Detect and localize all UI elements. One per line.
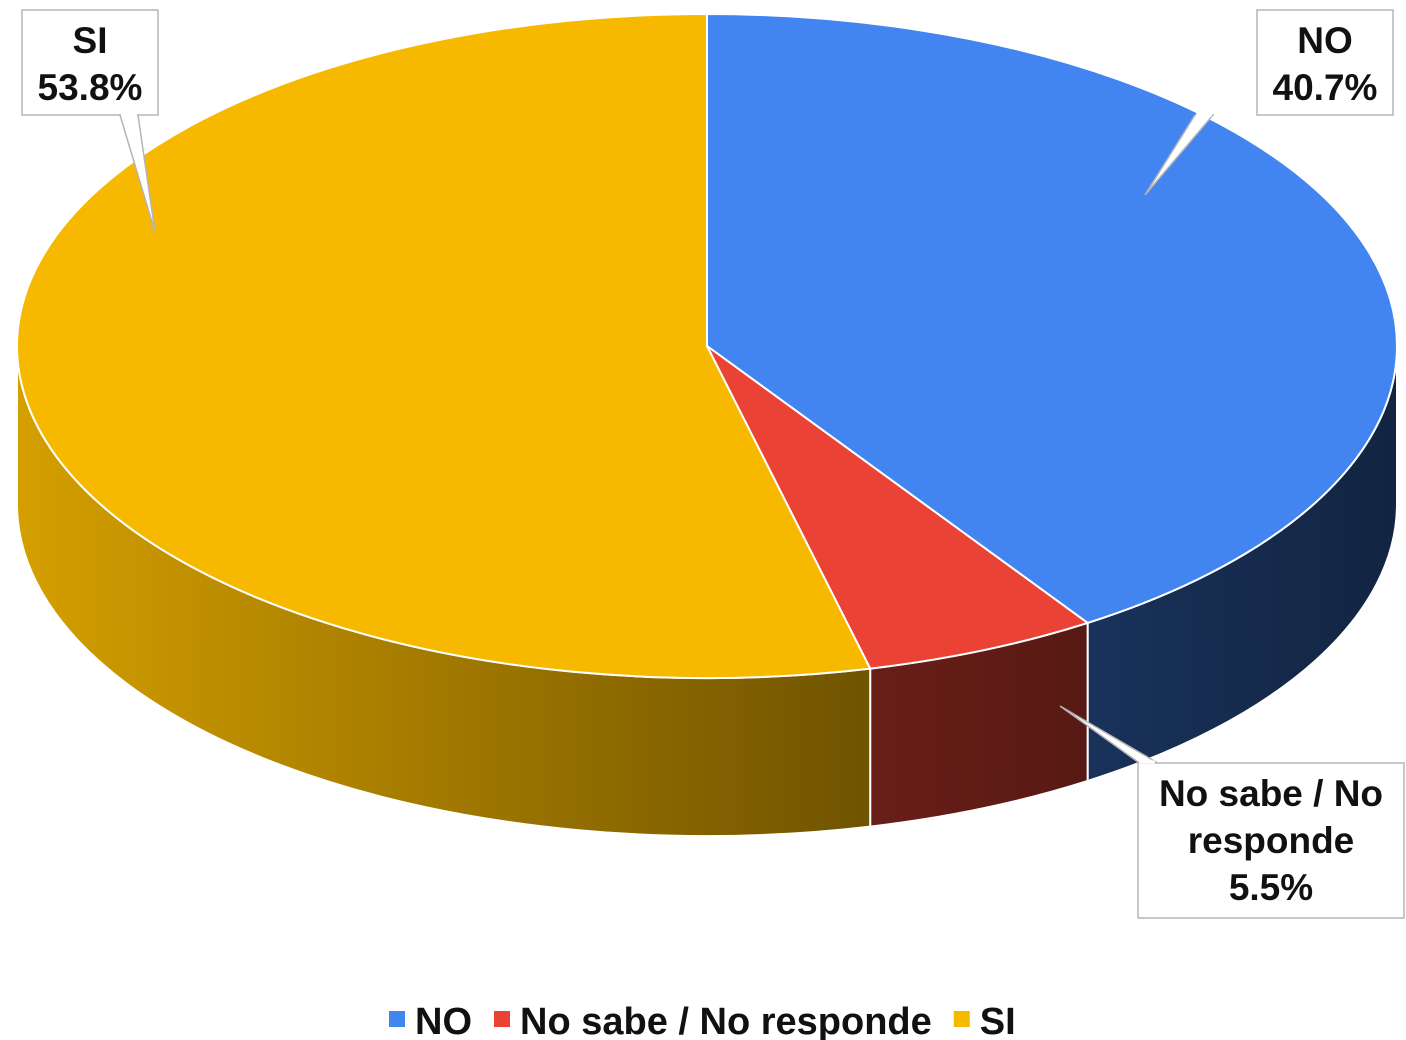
pie-slice-si — [16, 12, 872, 679]
legend-item-no: NO — [389, 1001, 472, 1040]
data-label-category: No sabe / No — [1159, 773, 1383, 814]
legend-label: NO — [415, 1001, 472, 1040]
legend: NO No sabe / No responde SI — [389, 1001, 1016, 1040]
legend-swatch — [953, 1011, 970, 1027]
data-label-value: 53.8% — [38, 67, 143, 108]
data-label-category: NO — [1297, 20, 1353, 61]
legend-item-si: SI — [953, 1001, 1016, 1040]
data-label-box — [1137, 762, 1405, 919]
data-label-box — [21, 9, 159, 116]
data-label-si: SI 53.8% — [21, 9, 159, 233]
legend-swatch — [389, 1011, 405, 1027]
data-label-no-sabe-no-responde: No sabe / No responde 5.5% — [1059, 705, 1405, 919]
legend-swatch — [494, 1011, 510, 1027]
data-label-value: 40.7% — [1273, 67, 1378, 108]
pie-top — [16, 12, 1398, 679]
legend-item-no-sabe-no-responde: No sabe / No responde — [494, 1001, 932, 1040]
pie-slice-no-sabe-no-responde — [706, 345, 1090, 670]
legend-label: SI — [980, 1001, 1016, 1040]
data-labels: NO 40.7% No sabe / No responde 5.5% SI 53.8% — [21, 9, 1405, 919]
data-label-no: NO 40.7% — [1144, 9, 1394, 196]
data-label-category: responde — [1188, 820, 1355, 861]
legend-label: No sabe / No responde — [520, 1001, 932, 1040]
data-label-box — [1256, 9, 1394, 116]
data-label-value: 5.5% — [1229, 867, 1313, 908]
data-label-category: SI — [73, 20, 108, 61]
